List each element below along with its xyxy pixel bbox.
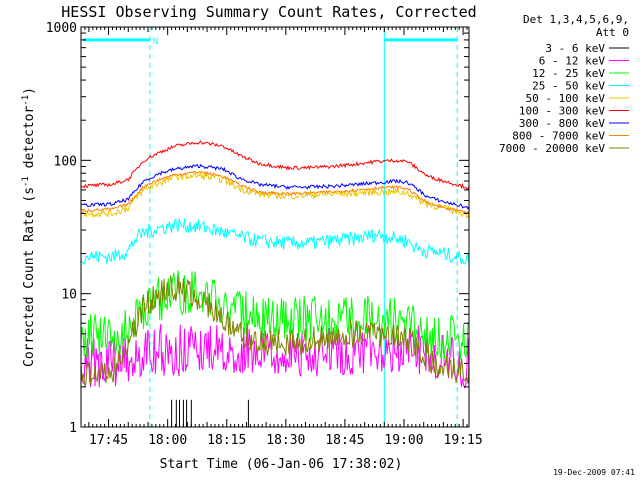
legend-label-25-50-kev: 25 - 50 keV [532, 80, 605, 93]
plot-frame [80, 26, 470, 428]
legend-title-line-1: Det 1,3,4,5,6,9, [523, 13, 629, 26]
series-25-50-kev [80, 217, 470, 267]
legend-label-100-300-kev: 100 - 300 keV [519, 105, 605, 118]
y-axis: 1 10 100 1000 [46, 21, 469, 436]
y-tick-label: 100 [54, 154, 77, 169]
series-300-800-kev [80, 163, 470, 210]
legend-title-line-2: Att 0 [596, 26, 629, 39]
x-tick-label: 18:30 [266, 433, 305, 448]
y-axis-label-sup2: -1 [21, 95, 31, 106]
x-tick-label: 17:45 [89, 433, 128, 448]
y-axis-label-close: ) [22, 87, 37, 95]
y-axis-label-sup1: -1 [21, 176, 31, 187]
x-tick-label: 18:45 [325, 433, 364, 448]
y-axis-label-middle: detector [22, 106, 37, 177]
plot-area: N [80, 27, 470, 428]
series-50-100-kev [80, 171, 470, 219]
x-axis-label: Start Time (06-Jan-06 17:38:02) [160, 457, 403, 472]
y-tick-label: 1 [69, 421, 77, 436]
night-marker-label: N [153, 37, 158, 47]
y-axis-label: Corrected Count Rate (s-1 detector-1) [21, 87, 37, 367]
chart-title: HESSI Observing Summary Count Rates, Cor… [61, 3, 476, 21]
series-100-300-kev [80, 140, 470, 190]
x-axis: 17:45 18:00 18:15 18:30 18:45 19:00 19:15 [80, 27, 483, 448]
x-tick-label: 18:00 [148, 433, 187, 448]
x-tick-label: 19:00 [384, 433, 423, 448]
legend-label-800-7000-kev: 800 - 7000 keV [512, 130, 605, 143]
legend-label-300-800-kev: 300 - 800 keV [519, 117, 605, 130]
legend-label-3-6-kev: 3 - 6 keV [545, 42, 605, 55]
legend-label-50-100-kev: 50 - 100 keV [526, 92, 606, 105]
x-tick-label: 19:15 [444, 433, 483, 448]
y-tick-label: 10 [61, 288, 77, 303]
series-12-25-kev [80, 270, 470, 360]
y-tick-label: 1000 [46, 21, 77, 36]
legend-label-6-12-kev: 6 - 12 keV [539, 55, 606, 68]
series-800-7000-kev [80, 170, 470, 215]
legend-label-12-25-kev: 12 - 25 keV [532, 67, 605, 80]
series-7000-20000-kev [80, 275, 470, 387]
footer-timestamp: 19-Dec-2009 07:41 [553, 468, 635, 477]
legend-label-7000-20000-kev: 7000 - 20000 keV [499, 142, 605, 155]
y-axis-label-main: Corrected Count Rate (s [22, 187, 37, 367]
x-tick-label: 18:15 [207, 433, 246, 448]
